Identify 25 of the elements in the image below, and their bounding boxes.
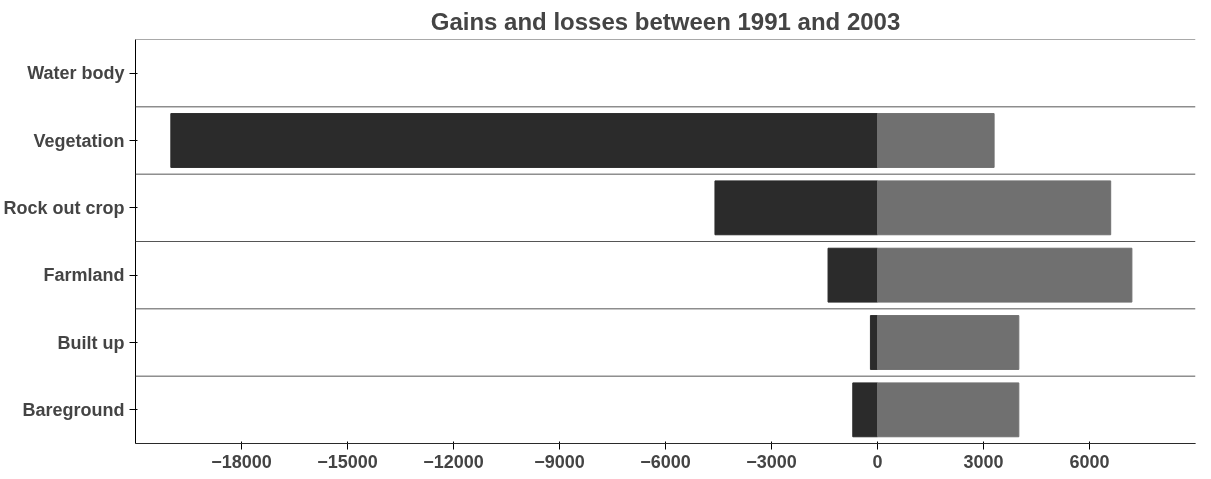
y-tick-label: Water body [27,63,125,84]
x-tick-label: 6000 [1069,451,1110,472]
bar [852,382,878,438]
chart-title: Gains and losses between 1991 and 2003 [430,7,901,35]
x-tick-label: −6000 [640,451,691,472]
y-tick-label: Bareground [22,399,125,420]
x-tick-label: −18000 [211,451,272,472]
bar [877,315,1020,370]
x-tick-label: −3000 [746,451,797,472]
x-tick-label: −12000 [423,451,484,472]
x-tick-label: −15000 [317,451,378,472]
y-tick-label: Built up [57,332,125,353]
bar [877,247,1133,303]
y-tick-label: Rock out crop [3,197,125,218]
bar [877,382,1020,438]
bar [827,247,878,303]
y-tick-label: Farmland [43,265,125,286]
x-tick-label: −9000 [534,451,585,472]
y-tick-label: Vegetation [33,130,125,151]
bar [877,180,1112,236]
x-tick-label: 3000 [963,451,1004,472]
bar [714,180,878,236]
bar [170,113,878,168]
bar [877,113,995,168]
x-tick-label: 0 [872,451,883,472]
